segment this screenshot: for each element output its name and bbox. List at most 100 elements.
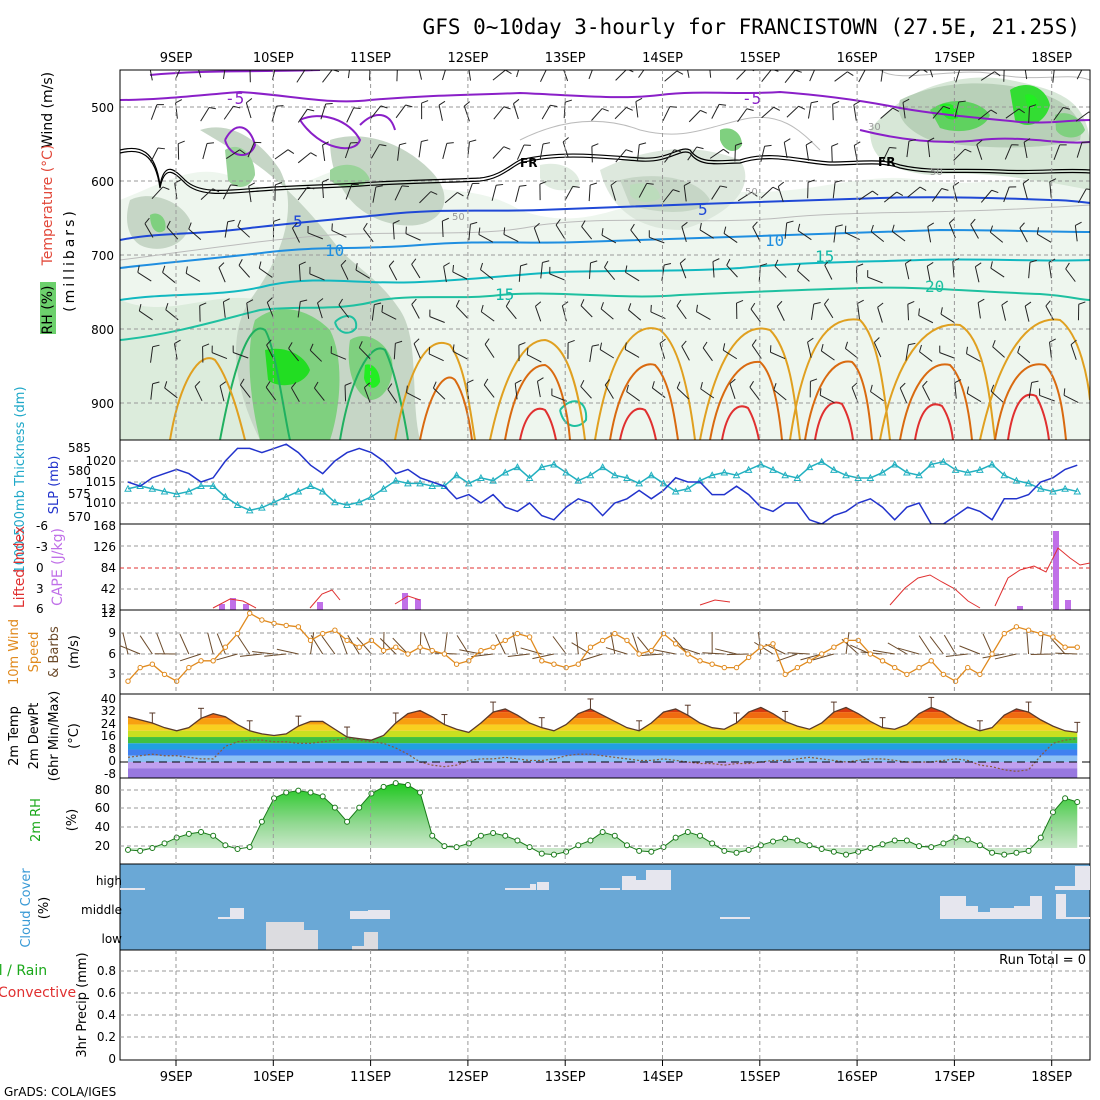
- wind-barb: [258, 261, 273, 278]
- wind-barb: [432, 381, 446, 400]
- wind-barb: [989, 225, 1004, 243]
- temp-tick-0: 0: [108, 754, 116, 768]
- thickness-point: [233, 500, 242, 508]
- rh-tick-60: 60: [95, 801, 110, 815]
- wind-barb: [539, 142, 551, 160]
- contour-label-20: 20: [925, 277, 944, 296]
- wind-barb: [468, 70, 472, 81]
- wind-barb: [150, 381, 160, 400]
- wind10-point: [222, 644, 229, 650]
- wind-barb: [599, 342, 615, 359]
- date-label-bottom: 13SEP: [545, 1070, 586, 1085]
- wind10-point: [806, 658, 813, 664]
- wind-barb: [381, 305, 397, 320]
- wind-barb: [372, 185, 383, 203]
- thickness-point: [501, 468, 510, 476]
- wind-barb: [700, 381, 715, 399]
- wind-barb: [834, 71, 854, 82]
- wind-barb: [455, 299, 468, 319]
- temp-tick-m8: -8: [104, 767, 116, 781]
- thickness-point: [623, 473, 631, 481]
- wind10-point: [137, 664, 143, 671]
- wind10-point: [575, 661, 581, 667]
- wind-barb: [977, 298, 985, 319]
- wind10-tick-9: 9: [108, 626, 116, 640]
- wind-barb: [518, 263, 528, 282]
- wind10-barb: [800, 653, 822, 661]
- thickness-point: [842, 471, 850, 479]
- wind-barb: [588, 260, 598, 279]
- thickness-point: [270, 498, 278, 506]
- wind10-barb: [714, 648, 737, 655]
- date-label-bottom: 14SEP: [642, 1070, 683, 1085]
- wind10-barb: [139, 635, 153, 655]
- temp-line: [127, 706, 1078, 741]
- wind-barb: [411, 258, 421, 279]
- wind10-barb: [1055, 652, 1078, 655]
- wind-barb: [955, 70, 961, 83]
- precip-tick-06: 0.6: [97, 986, 116, 1000]
- wind-barb: [902, 98, 910, 119]
- wind-barb: [1028, 380, 1039, 399]
- thickness-point: [696, 476, 704, 484]
- wind-barb: [810, 302, 821, 320]
- rh-point: [976, 842, 983, 849]
- wind-barb: [1076, 70, 1083, 80]
- wind-barb: [1063, 388, 1079, 403]
- wind-barb: [580, 299, 593, 318]
- thickness-point: [464, 479, 473, 487]
- precip-ylabel-b: Convective: [0, 985, 76, 1001]
- wind10-point: [1062, 644, 1068, 650]
- wind10-point: [977, 671, 983, 678]
- wind-barb: [1023, 138, 1031, 159]
- upper-air-panel: -5 -5 5 5 10 10 15 15 20 30 50 50 50 FR …: [40, 69, 1091, 441]
- wind-barb: [932, 105, 951, 119]
- wind-barb: [238, 258, 251, 278]
- wind-barb: [648, 230, 665, 244]
- wind10-barb: [959, 645, 981, 655]
- wind10-point: [490, 644, 496, 650]
- wind10-ylabel-a: 10m Wind: [7, 619, 22, 685]
- thickness-point: [294, 487, 303, 495]
- wind-barb: [966, 386, 982, 403]
- rh-point: [550, 851, 557, 858]
- rh-point: [830, 848, 837, 855]
- wind10-point: [210, 658, 216, 664]
- date-label-top: 15SEP: [739, 51, 780, 66]
- minmax-bar: [1025, 701, 1032, 713]
- wind-barb: [1017, 345, 1031, 364]
- wind10-point: [125, 678, 131, 684]
- wind-barb: [288, 342, 299, 362]
- thickness-point: [866, 473, 875, 481]
- rh-point: [940, 840, 947, 847]
- wind10-point: [879, 658, 886, 664]
- wind-barb: [468, 221, 478, 241]
- wind-barb: [687, 70, 690, 78]
- wind-barb: [518, 342, 526, 362]
- wind-barb: [541, 104, 558, 120]
- wind-barb: [266, 339, 275, 360]
- thickness-point: [659, 479, 668, 487]
- thickness-point: [683, 484, 692, 492]
- wind10-barb: [754, 641, 774, 655]
- rh-point: [1074, 798, 1081, 805]
- date-label-bottom: 16SEP: [837, 1070, 878, 1085]
- wind-barb: [534, 301, 542, 322]
- wind-barb: [313, 381, 325, 401]
- wind-barb: [330, 346, 347, 360]
- wind-barb: [483, 378, 495, 398]
- wind-barb: [564, 185, 580, 201]
- li-tick-m3: -3: [36, 540, 48, 554]
- wind10-point: [466, 658, 472, 664]
- wind-barb: [540, 260, 550, 279]
- wind-barb: [688, 109, 707, 123]
- wind-barb: [503, 227, 519, 243]
- wind10-point: [417, 644, 423, 650]
- wind-barb: [149, 70, 153, 81]
- wind-barb: [405, 226, 421, 241]
- wind-barb: [370, 105, 388, 119]
- thickness-point: [185, 487, 193, 495]
- wind-barb: [990, 261, 1005, 278]
- wind-barb: [452, 264, 468, 280]
- cape-tick-168: 168: [93, 519, 116, 533]
